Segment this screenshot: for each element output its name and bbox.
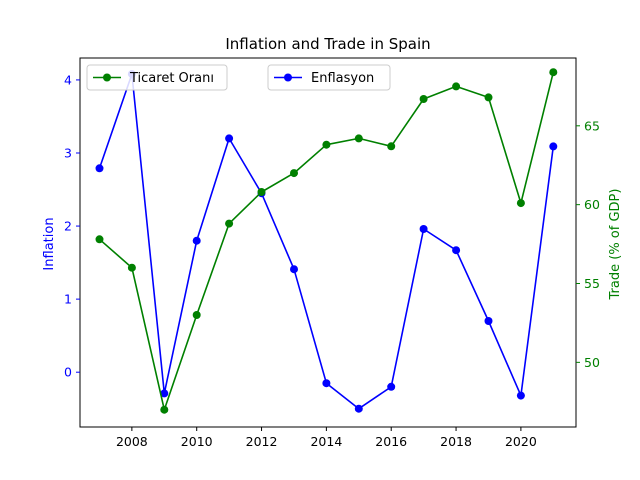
series-1-point bbox=[290, 169, 298, 178]
right-y-tick-label: 50 bbox=[584, 355, 600, 370]
legend-frame bbox=[267, 64, 391, 91]
series-0-point bbox=[419, 225, 428, 233]
left-y-tick-label: 4 bbox=[64, 72, 72, 87]
right-y-tick-label: 65 bbox=[584, 118, 600, 133]
legend-marker bbox=[284, 73, 292, 82]
legend-label: Ticaret Oranı bbox=[129, 71, 214, 86]
series-0-point bbox=[160, 389, 169, 398]
left-y-tick-label: 0 bbox=[64, 365, 72, 380]
legend-marker bbox=[103, 73, 111, 82]
x-tick-label: 2018 bbox=[440, 434, 472, 449]
series-0-point bbox=[452, 246, 461, 255]
series-1-point bbox=[225, 219, 234, 228]
series-1-point bbox=[322, 140, 331, 149]
series-1-point bbox=[160, 405, 169, 414]
series-0-point bbox=[192, 236, 201, 245]
series-0-point bbox=[484, 317, 493, 325]
legend-upper-left: Ticaret Oranı bbox=[86, 64, 228, 91]
series-1-point bbox=[484, 93, 493, 102]
series-1-point bbox=[419, 95, 428, 103]
series-0-point bbox=[549, 142, 558, 151]
series-1-point bbox=[387, 142, 396, 151]
left-y-tick-label: 3 bbox=[64, 145, 72, 160]
series-1-point bbox=[452, 82, 461, 91]
legends: Ticaret Oranı Enflasyon bbox=[86, 64, 391, 91]
x-tick-label: 2012 bbox=[246, 434, 278, 449]
right-y-tick-label: 60 bbox=[584, 197, 600, 212]
series-1-point bbox=[127, 263, 136, 272]
left-y-tick-label: 1 bbox=[64, 292, 72, 307]
x-tick-label: 2010 bbox=[181, 434, 213, 449]
series-1-point bbox=[95, 235, 104, 244]
left-y-tick-label: 2 bbox=[64, 219, 72, 234]
series-0-point bbox=[516, 391, 525, 400]
series-1-point bbox=[257, 188, 266, 196]
right-y-tick-label: 55 bbox=[584, 276, 600, 291]
legend-label: Enflasyon bbox=[311, 71, 374, 86]
right-axis-label: Trade (% of GDP) bbox=[608, 189, 623, 301]
series-1-point bbox=[516, 199, 525, 208]
axes: 2008 2010 2012 2014 2016 2018 2020 0 1 2 3 4 50 55 60 6… bbox=[64, 57, 600, 449]
plot-frame bbox=[79, 57, 577, 428]
series-0-point bbox=[290, 265, 298, 274]
x-tick-label: 2020 bbox=[505, 434, 537, 449]
series-1-point bbox=[549, 68, 558, 77]
series-0-point bbox=[387, 382, 396, 391]
left-axis-label: Inflation bbox=[42, 217, 57, 270]
series-1-point bbox=[192, 311, 201, 319]
series-0-point bbox=[225, 134, 234, 143]
plot-area bbox=[95, 68, 558, 414]
legend-frame bbox=[86, 64, 228, 91]
series-0-point bbox=[95, 164, 104, 173]
x-tick-label: 2016 bbox=[375, 434, 407, 449]
series-0-point bbox=[322, 379, 331, 388]
x-tick-label: 2014 bbox=[310, 434, 342, 449]
x-tick-label: 2008 bbox=[116, 434, 148, 449]
series-0-point bbox=[354, 404, 363, 413]
chart-title: Inflation and Trade in Spain bbox=[225, 35, 430, 53]
series-1-point bbox=[354, 134, 363, 143]
legend-upper-center: Enflasyon bbox=[267, 64, 391, 91]
